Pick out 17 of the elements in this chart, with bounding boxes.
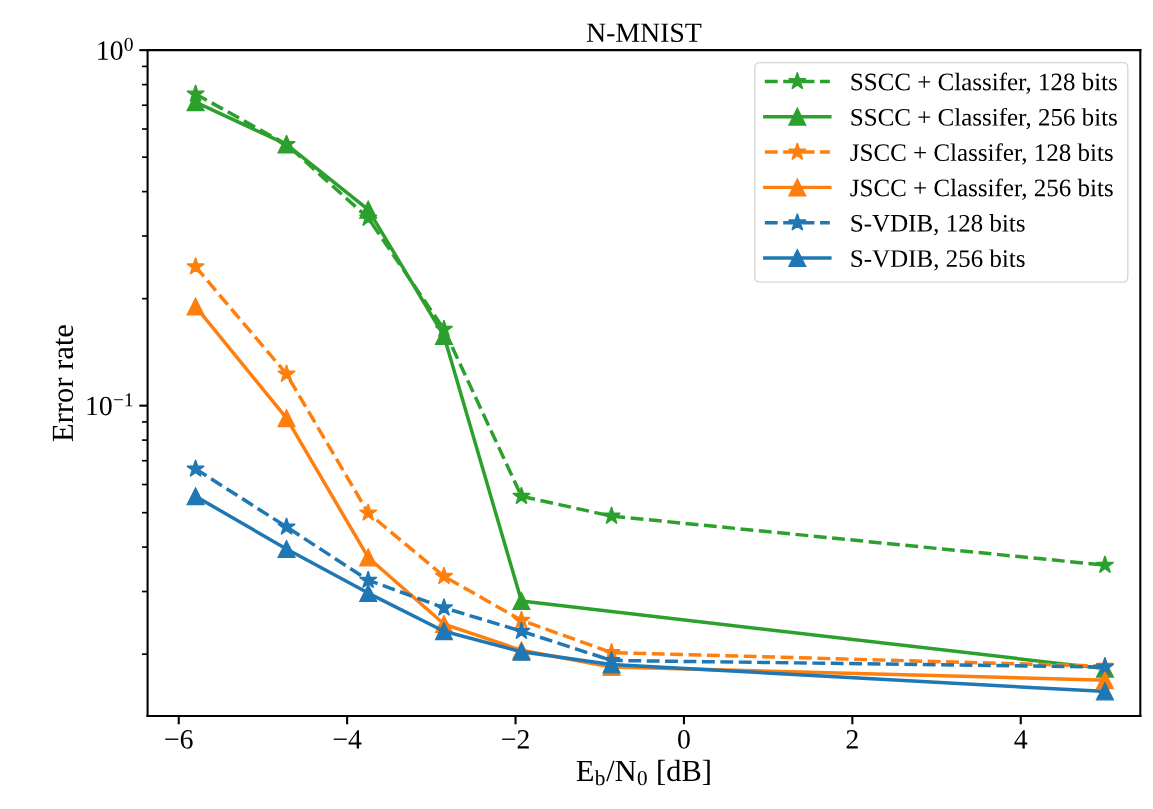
x-tick-label: −4 — [333, 730, 362, 749]
chart-title: N-MNIST — [586, 23, 702, 43]
x-tick-label: 0 — [678, 729, 690, 749]
legend-label: JSCC + Classifer, 256 bits — [850, 178, 1113, 200]
legend-label: S-VDIB, 256 bits — [851, 249, 1025, 271]
x-tick-label: 4 — [1014, 730, 1028, 749]
legend-label: SSCC + Classifer, 256 bits — [851, 107, 1117, 130]
legend-label: JSCC + Classifer, 128 bits — [850, 143, 1113, 165]
legend-label: SSCC + Classifer, 128 bits — [851, 72, 1117, 94]
x-tick-label: −6 — [165, 730, 193, 749]
y-tick-label: 10$^{−1}$ — [87, 393, 133, 416]
legend-label: S-VDIB, 128 bits — [851, 214, 1025, 236]
x-tick-label: 2 — [846, 730, 858, 749]
y-tick-label: 10$^{0}$ — [98, 37, 133, 60]
x-axis-title: E$_{b}$/N$_{0}$ [dB] — [576, 759, 710, 786]
x-tick-label: −2 — [502, 730, 529, 749]
y-axis-title: Error rate — [52, 325, 74, 442]
